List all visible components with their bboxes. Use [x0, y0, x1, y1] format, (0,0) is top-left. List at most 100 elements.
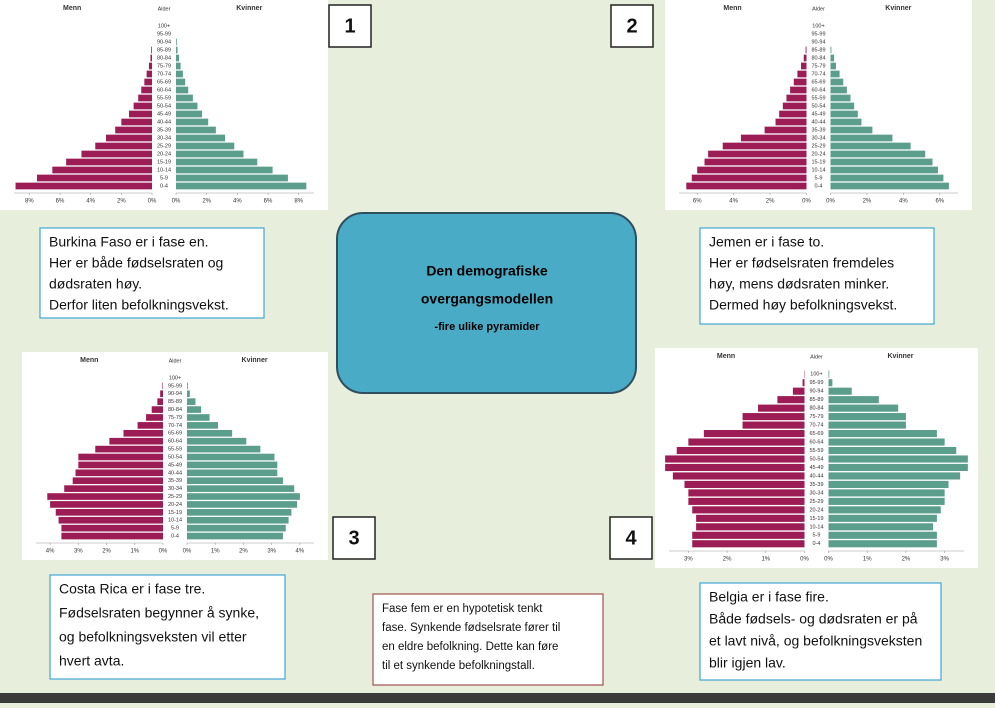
age-label: 60-64 [811, 87, 825, 93]
bar [831, 95, 851, 102]
bar [176, 95, 193, 102]
age-label: 85-89 [157, 47, 171, 53]
text-line: Belgia er i fase fire. [709, 589, 829, 605]
bar [95, 446, 163, 453]
bar [704, 430, 805, 437]
bar [829, 430, 937, 437]
bottom-bar [0, 693, 995, 703]
bar [688, 438, 804, 445]
bar [106, 135, 152, 142]
bar [829, 405, 899, 412]
x-tick-label: 4% [729, 199, 738, 205]
age-label: 30-34 [168, 486, 182, 492]
x-tick-label: 2% [766, 199, 775, 205]
bar [61, 525, 163, 532]
age-label: 85-89 [811, 47, 825, 53]
age-label: 20-24 [811, 151, 825, 157]
bar [829, 540, 937, 547]
bar [176, 79, 185, 86]
bar [187, 477, 283, 484]
age-label: 95-99 [168, 383, 182, 389]
text-line: Burkina Faso er i fase en. [49, 234, 209, 250]
bar [78, 454, 163, 461]
bar [50, 501, 163, 508]
text-line: dødsraten høy. [49, 276, 142, 292]
text-line: og befolkningsveksten vil etter [59, 629, 247, 645]
panel-number: 1 [344, 15, 355, 37]
age-label: 70-74 [811, 71, 825, 77]
x-tick-label: 6% [935, 199, 944, 205]
bar [797, 71, 806, 78]
bar [59, 517, 163, 524]
bar [765, 127, 807, 134]
age-label: 35-39 [811, 127, 825, 133]
x-tick-label: 0% [159, 549, 168, 555]
header-label: Menn [723, 5, 741, 12]
bar [78, 462, 163, 469]
age-label: 85-89 [809, 397, 823, 403]
bar [829, 489, 945, 496]
bar [176, 183, 306, 190]
bar [138, 95, 152, 102]
age-label: 35-39 [809, 482, 823, 488]
bar [176, 111, 202, 118]
bar [786, 95, 806, 102]
bar [187, 493, 300, 500]
age-label: 15-19 [811, 159, 825, 165]
header-label: Menn [63, 5, 81, 12]
age-label: 50-54 [809, 456, 823, 462]
bar [829, 438, 945, 445]
bar [665, 455, 804, 462]
age-label: 45-49 [168, 462, 182, 468]
x-tick-label: 0% [802, 199, 811, 205]
bar [157, 398, 163, 405]
bar [187, 438, 246, 445]
bar [115, 127, 152, 134]
bar [146, 414, 163, 421]
x-tick-label: 6% [264, 199, 273, 205]
bar [187, 446, 260, 453]
bar [776, 119, 807, 126]
text-line: et lavt nivå, og befolkningsveksten [709, 633, 922, 649]
x-tick-label: 2% [239, 549, 248, 555]
bar [758, 405, 804, 412]
age-label: 80-84 [811, 55, 825, 61]
bar [176, 55, 179, 62]
text-line: Costa Rica er i fase tre. [59, 581, 205, 597]
age-label: 35-39 [168, 478, 182, 484]
header-label: Kvinner [887, 353, 913, 360]
age-label: 15-19 [809, 516, 823, 522]
header-label: Alder [810, 354, 823, 360]
bar [37, 175, 152, 182]
age-label: 60-64 [157, 87, 171, 93]
age-label: 25-29 [168, 494, 182, 500]
bar [743, 422, 805, 429]
bar [187, 509, 291, 516]
age-label: 65-69 [168, 431, 182, 437]
age-label: 55-59 [168, 447, 182, 453]
bar [187, 501, 297, 508]
bar [829, 464, 968, 471]
age-label: 80-84 [157, 55, 171, 61]
bar [743, 413, 805, 420]
age-label: 85-89 [168, 399, 182, 405]
bar [187, 469, 277, 476]
age-label: 30-34 [157, 135, 171, 141]
x-tick-label: 1% [761, 557, 770, 563]
age-label: 5-9 [171, 526, 179, 532]
bar [684, 481, 804, 488]
bar [141, 87, 152, 94]
age-label: 15-19 [168, 510, 182, 516]
age-label: 0-4 [815, 183, 823, 189]
age-label: 90-94 [157, 39, 171, 45]
x-tick-label: 8% [25, 199, 34, 205]
bar [176, 175, 288, 182]
bar [52, 167, 152, 174]
x-tick-label: 1% [863, 557, 872, 563]
bar [793, 388, 805, 395]
bar [149, 63, 152, 70]
bar [829, 523, 934, 530]
bar [831, 87, 847, 94]
x-tick-label: 3% [74, 549, 83, 555]
bar [176, 127, 216, 134]
